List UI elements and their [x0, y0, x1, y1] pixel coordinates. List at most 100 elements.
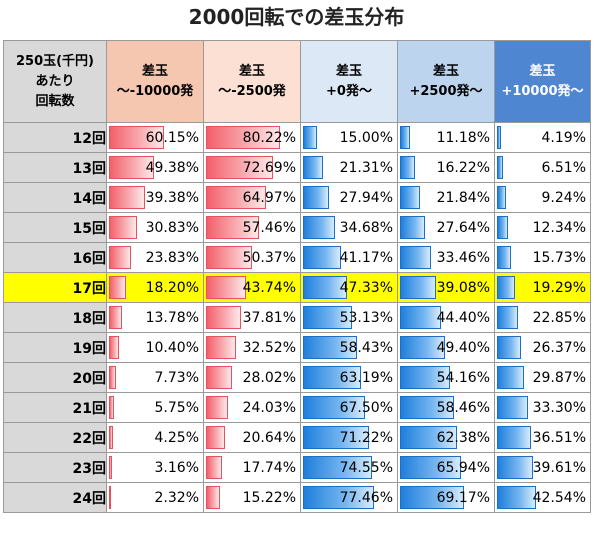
- cell-plus-2500: 58.46%: [397, 392, 495, 423]
- cell-plus-10000: 22.85%: [494, 302, 591, 333]
- percentage-bar: [400, 396, 454, 419]
- percentage-bar: [303, 366, 361, 389]
- percentage-value: 3.16%: [154, 460, 199, 476]
- header-line: 差玉: [335, 63, 362, 79]
- percentage-value: 71.22%: [339, 430, 393, 446]
- percentage-bar: [206, 336, 236, 359]
- percentage-value: 20.64%: [242, 430, 296, 446]
- cell-minus-2500: 17.74%: [203, 452, 301, 483]
- cell-minus-10000: 2.32%: [106, 482, 204, 513]
- percentage-bar: [497, 246, 511, 269]
- percentage-value: 21.31%: [339, 160, 393, 176]
- cell-minus-10000: 10.40%: [106, 332, 204, 363]
- percentage-value: 63.19%: [339, 370, 393, 386]
- header-rotation-line: あたり: [35, 73, 75, 89]
- percentage-bar: [497, 126, 501, 149]
- cell-plus-0: 74.55%: [300, 452, 398, 483]
- table-row: 23回 3.16% 17.74% 74.55% 65.94% 39.61%: [3, 452, 591, 483]
- percentage-value: 5.75%: [154, 400, 199, 416]
- cell-minus-2500: 80.22%: [203, 122, 301, 153]
- header-line: 差玉: [529, 63, 556, 79]
- header-rotation-line: 250玉(千円): [15, 53, 95, 69]
- percentage-value: 15.22%: [242, 490, 296, 506]
- cell-plus-10000: 4.19%: [494, 122, 591, 153]
- percentage-bar: [303, 126, 317, 149]
- percentage-value: 58.46%: [436, 400, 490, 416]
- percentage-bar: [206, 396, 228, 419]
- percentage-bar: [206, 126, 280, 149]
- percentage-value: 67.50%: [339, 400, 393, 416]
- percentage-value: 80.22%: [242, 130, 296, 146]
- cell-plus-2500: 39.08%: [397, 272, 495, 303]
- percentage-bar: [497, 186, 506, 209]
- percentage-value: 21.84%: [436, 190, 490, 206]
- percentage-bar: [109, 456, 112, 479]
- cell-plus-10000: 36.51%: [494, 422, 591, 453]
- percentage-value: 4.25%: [154, 430, 199, 446]
- percentage-bar: [497, 306, 518, 329]
- percentage-value: 32.52%: [242, 340, 296, 356]
- percentage-value: 57.46%: [242, 220, 296, 236]
- percentage-value: 29.87%: [532, 370, 586, 386]
- header-line: 差玉: [432, 63, 459, 79]
- cell-minus-2500: 37.81%: [203, 302, 301, 333]
- percentage-value: 27.64%: [436, 220, 490, 236]
- row-rotation-label: 12回: [3, 122, 107, 153]
- percentage-bar: [497, 486, 536, 509]
- cell-minus-2500: 15.22%: [203, 482, 301, 513]
- cell-minus-2500: 28.02%: [203, 362, 301, 393]
- percentage-value: 49.40%: [436, 340, 490, 356]
- cell-minus-10000: 49.38%: [106, 152, 204, 183]
- percentage-value: 64.97%: [242, 190, 296, 206]
- table-row: 15回 30.83% 57.46% 34.68% 27.64% 12.34%: [3, 212, 591, 243]
- percentage-value: 4.19%: [541, 130, 586, 146]
- table-row: 22回 4.25% 20.64% 71.22% 62.38% 36.51%: [3, 422, 591, 453]
- percentage-value: 49.38%: [145, 160, 199, 176]
- percentage-bar: [109, 366, 116, 389]
- percentage-value: 39.08%: [436, 280, 490, 296]
- percentage-value: 2.32%: [154, 490, 199, 506]
- cell-plus-10000: 15.73%: [494, 242, 591, 273]
- percentage-bar: [303, 336, 357, 359]
- cell-plus-0: 21.31%: [300, 152, 398, 183]
- percentage-bar: [303, 276, 347, 299]
- percentage-bar: [109, 216, 137, 239]
- percentage-value: 53.13%: [339, 310, 393, 326]
- percentage-value: 62.38%: [436, 430, 490, 446]
- cell-minus-10000: 23.83%: [106, 242, 204, 273]
- table-row: 17回 18.20% 43.74% 47.33% 39.08% 19.29%: [3, 272, 591, 303]
- percentage-value: 13.78%: [145, 310, 199, 326]
- percentage-value: 33.30%: [532, 400, 586, 416]
- percentage-value: 6.51%: [541, 160, 586, 176]
- header-line: +2500発～: [409, 83, 483, 99]
- percentage-bar: [109, 306, 122, 329]
- cell-plus-0: 58.43%: [300, 332, 398, 363]
- cell-minus-10000: 7.73%: [106, 362, 204, 393]
- percentage-bar: [400, 156, 415, 179]
- percentage-value: 37.81%: [242, 310, 296, 326]
- percentage-bar: [109, 426, 113, 449]
- table-row: 13回 49.38% 72.69% 21.31% 16.22% 6.51%: [3, 152, 591, 183]
- percentage-value: 23.83%: [145, 250, 199, 266]
- percentage-bar: [400, 426, 457, 449]
- percentage-bar: [206, 216, 259, 239]
- row-rotation-label: 20回: [3, 362, 107, 393]
- percentage-bar: [109, 126, 164, 149]
- table-row: 16回 23.83% 50.37% 41.17% 33.46% 15.73%: [3, 242, 591, 273]
- cell-plus-0: 63.19%: [300, 362, 398, 393]
- percentage-bar: [400, 276, 436, 299]
- header-line: 差玉: [141, 63, 168, 79]
- percentage-value: 41.17%: [339, 250, 393, 266]
- cell-plus-0: 71.22%: [300, 422, 398, 453]
- header-col-minus-2500: 差玉 ～-2500発: [203, 40, 301, 123]
- percentage-value: 58.43%: [339, 340, 393, 356]
- cell-plus-0: 27.94%: [300, 182, 398, 213]
- percentage-bar: [400, 126, 410, 149]
- percentage-value: 77.46%: [339, 490, 393, 506]
- percentage-value: 72.69%: [242, 160, 296, 176]
- percentage-bar: [206, 186, 266, 209]
- percentage-value: 27.94%: [339, 190, 393, 206]
- cell-minus-10000: 60.15%: [106, 122, 204, 153]
- percentage-value: 16.22%: [436, 160, 490, 176]
- cell-plus-10000: 33.30%: [494, 392, 591, 423]
